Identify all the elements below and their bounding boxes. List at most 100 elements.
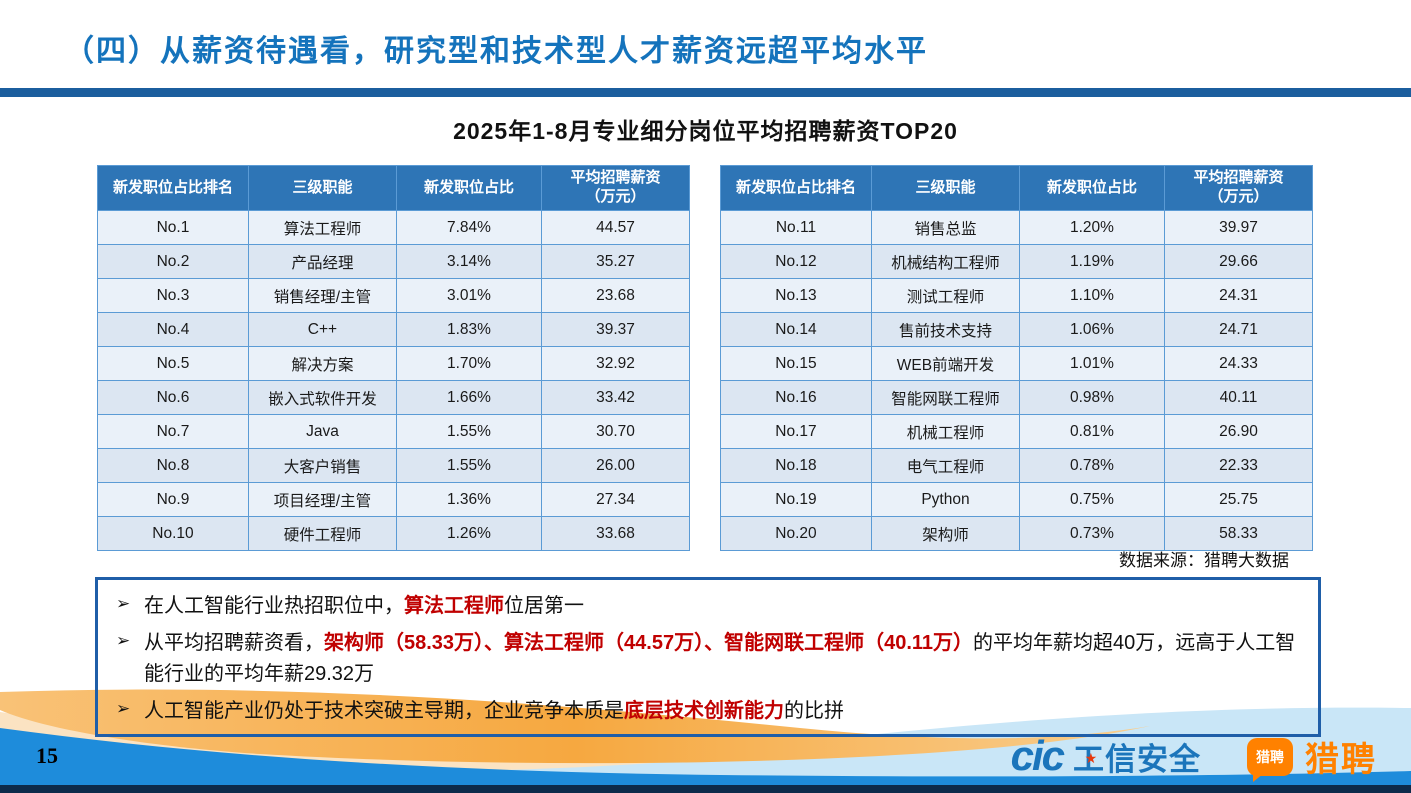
table-cell: No.5 [97,346,249,381]
table-row: No.2 产品经理 3.14% 35.27 [97,244,691,279]
table-cell: Java [247,414,397,449]
table-cell: No.3 [97,278,249,313]
table-cell: 0.98% [1018,380,1165,415]
bullet-marker-icon: ➢ [116,699,131,718]
table-cell: 40.11 [1163,380,1314,415]
table-cell: 解决方案 [247,346,397,381]
table-cell: 智能网联工程师 [870,380,1020,415]
table-cell: 电气工程师 [870,448,1020,483]
table-row: No.13 测试工程师 1.10% 24.31 [720,278,1314,313]
table-cell: No.16 [720,380,872,415]
table-cell: 销售经理/主管 [247,278,397,313]
bullet-marker-icon: ➢ [116,594,131,613]
bullet-text: 人工智能产业仍处于技术突破主导期，企业竞争本质是底层技术创新能力的比拼 [144,700,844,722]
table-cell: 测试工程师 [870,278,1020,313]
table-row: No.17 机械工程师 0.81% 26.90 [720,414,1314,449]
table-cell: 硬件工程师 [247,516,397,551]
table-row: No.12 机械结构工程师 1.19% 29.66 [720,244,1314,279]
table-cell: 1.19% [1018,244,1165,279]
table-cell: 3.14% [395,244,542,279]
table-row: No.10 硬件工程师 1.26% 33.68 [97,516,691,551]
table-cell: 26.90 [1163,414,1314,449]
table-cell: No.12 [720,244,872,279]
liepin-speech-bubble-icon: 猎聘 [1247,737,1293,782]
table-row: No.20 架构师 0.73% 58.33 [720,516,1314,551]
table-cell: 1.83% [395,312,542,347]
bullet-text: 在人工智能行业热招职位中，算法工程师位居第一 [144,595,584,617]
table-row: No.8 大客户销售 1.55% 26.00 [97,448,691,483]
table-cell: 1.20% [1018,210,1165,245]
table-cell: WEB前端开发 [870,346,1020,381]
table-row: No.19 Python 0.75% 25.75 [720,482,1314,517]
table-header: 新发职位占比排名 三级职能 新发职位占比 平均招聘薪资 （万元） [97,165,691,211]
table-cell: Python [870,482,1020,517]
table-cell: 1.06% [1018,312,1165,347]
bullet-list: ➢ 在人工智能行业热招职位中，算法工程师位居第一 ➢ 从平均招聘薪资看，架构师（58.… [114,591,1302,727]
table-cell: No.1 [97,210,249,245]
table-cell: 23.68 [540,278,691,313]
table-cell: No.7 [97,414,249,449]
table-cell: 25.75 [1163,482,1314,517]
table-cell: 1.55% [395,414,542,449]
table-cell: 1.36% [395,482,542,517]
table-cell: No.18 [720,448,872,483]
table-row: No.9 项目经理/主管 1.36% 27.34 [97,482,691,517]
table-header: 新发职位占比排名 三级职能 新发职位占比 平均招聘薪资 （万元） [720,165,1314,211]
salary-tables-container: 新发职位占比排名 三级职能 新发职位占比 平均招聘薪资 （万元） No.1 算法工程师 7… [97,165,1314,551]
table-cell: No.11 [720,210,872,245]
column-header: 三级职能 [870,165,1020,211]
table-cell: 架构师 [870,516,1020,551]
table-cell: 39.37 [540,312,691,347]
table-cell: 1.26% [395,516,542,551]
table-cell: No.2 [97,244,249,279]
table-cell: 33.42 [540,380,691,415]
table-row: No.16 智能网联工程师 0.98% 40.11 [720,380,1314,415]
page-number: 15 [36,743,58,768]
table-row: No.6 嵌入式软件开发 1.66% 33.42 [97,380,691,415]
table-cell: 22.33 [1163,448,1314,483]
salary-table-top11-20: 新发职位占比排名 三级职能 新发职位占比 平均招聘薪资 （万元） No.11 销售总监 1… [720,165,1314,551]
cic-logo-label: 工信安全 [1073,742,1201,777]
table-cell: 0.75% [1018,482,1165,517]
table-cell: 30.70 [540,414,691,449]
table-cell: 27.34 [540,482,691,517]
table-cell: C++ [247,312,397,347]
table-body: No.1 算法工程师 7.84% 44.57 No.2 产品经理 3.14% 35.27 No.… [97,210,691,551]
table-cell: No.6 [97,380,249,415]
table-cell: 26.00 [540,448,691,483]
table-cell: 24.31 [1163,278,1314,313]
header-row: 新发职位占比排名 三级职能 新发职位占比 平均招聘薪资 （万元） [97,165,691,211]
table-cell: 销售总监 [870,210,1020,245]
bullet-item: ➢ 人工智能产业仍处于技术突破主导期，企业竞争本质是底层技术创新能力的比拼 [114,696,1302,727]
table-row: No.1 算法工程师 7.84% 44.57 [97,210,691,245]
bullet-text: 从平均招聘薪资看，架构师（58.33万）、算法工程师（44.57万）、智能网联工… [144,632,1296,685]
table-cell: No.20 [720,516,872,551]
table-cell: 7.84% [395,210,542,245]
table-cell: 机械工程师 [870,414,1020,449]
column-header: 新发职位占比 [395,165,542,211]
data-source-note: 数据来源：猎聘大数据 [1119,551,1289,570]
table-cell: 项目经理/主管 [247,482,397,517]
liepin-logo: 猎聘 猎聘 [1247,732,1377,782]
table-cell: No.4 [97,312,249,347]
summary-box: ➢ 在人工智能行业热招职位中，算法工程师位居第一 ➢ 从平均招聘薪资看，架构师（58.… [95,577,1321,737]
bullet-marker-icon: ➢ [116,631,131,650]
table-cell: 44.57 [540,210,691,245]
table-cell: No.10 [97,516,249,551]
column-header: 平均招聘薪资 （万元） [1163,165,1314,211]
table-cell: 机械结构工程师 [870,244,1020,279]
table-row: No.18 电气工程师 0.78% 22.33 [720,448,1314,483]
liepin-logo-label: 猎聘 [1305,741,1377,779]
table-cell: 1.66% [395,380,542,415]
table-cell: No.9 [97,482,249,517]
table-row: No.3 销售经理/主管 3.01% 23.68 [97,278,691,313]
table-cell: No.15 [720,346,872,381]
table-row: No.11 销售总监 1.20% 39.97 [720,210,1314,245]
table-cell: No.8 [97,448,249,483]
column-header: 三级职能 [247,165,397,211]
table-row: No.7 Java 1.55% 30.70 [97,414,691,449]
cic-gongxin-logo: cic ★ 工信安全 [1011,734,1201,779]
table-cell: 0.73% [1018,516,1165,551]
table-cell: No.17 [720,414,872,449]
